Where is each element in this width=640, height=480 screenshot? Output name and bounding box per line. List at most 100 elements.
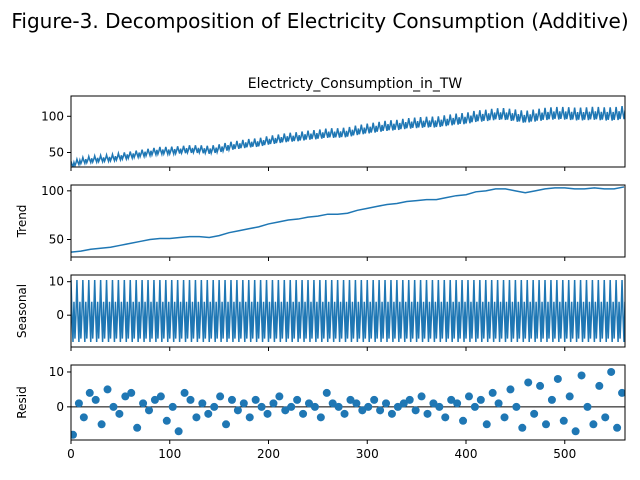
resid-point (168, 402, 177, 411)
resid-point (589, 420, 598, 429)
resid-point (459, 416, 468, 425)
resid-point (115, 409, 124, 418)
resid-point (334, 402, 343, 411)
resid-point (210, 402, 219, 411)
resid-point (387, 409, 396, 418)
resid-point (322, 388, 331, 397)
y-tick-label: 50 (49, 232, 64, 246)
resid-point (127, 388, 136, 397)
axes-frame-4 (70, 364, 626, 441)
x-tick-label: 200 (257, 447, 280, 461)
resid-point (441, 413, 450, 422)
seasonal-line (71, 279, 625, 343)
plot-area-3 (71, 279, 625, 343)
x-tick-label: 500 (553, 447, 576, 461)
panel-3: 0 10 Seasonal (15, 274, 626, 351)
resid-point (512, 402, 521, 411)
resid-point (482, 420, 491, 429)
y-tick-label: 100 (41, 109, 64, 123)
panel-2: 50 100 Trend (15, 184, 626, 261)
resid-point (488, 388, 497, 397)
resid-point (139, 399, 148, 408)
resid-point (435, 402, 444, 411)
resid-point (595, 381, 604, 390)
resid-point (91, 395, 100, 404)
y-tick-label: 10 (49, 275, 64, 289)
resid-point (257, 402, 266, 411)
resid-point (281, 406, 290, 415)
resid-point (239, 399, 248, 408)
resid-point (494, 399, 503, 408)
observed-line (71, 105, 625, 167)
resid-point (245, 413, 254, 422)
resid-point (547, 395, 556, 404)
y-axis-label: Seasonal (15, 284, 29, 338)
resid-point (399, 399, 408, 408)
resid-point (506, 385, 515, 394)
plot-area-2 (71, 186, 625, 253)
axes-frame-1 (70, 95, 626, 168)
resid-point (453, 399, 462, 408)
resid-point (156, 392, 165, 401)
resid-point (340, 409, 349, 418)
resid-point (109, 402, 118, 411)
resid-point (583, 402, 592, 411)
resid-point (133, 423, 142, 432)
resid-point (222, 420, 231, 429)
resid-point (198, 399, 207, 408)
resid-point (293, 395, 302, 404)
resid-point (411, 406, 420, 415)
resid-point (316, 413, 325, 422)
resid-point (470, 402, 479, 411)
y-tick-label: 0 (56, 308, 64, 322)
resid-point (358, 406, 367, 415)
resid-point (476, 395, 485, 404)
resid-point (530, 409, 539, 418)
y-axis-label: Trend (15, 205, 29, 239)
resid-point (162, 416, 171, 425)
resid-point (393, 402, 402, 411)
resid-point (429, 399, 438, 408)
resid-point (364, 402, 373, 411)
resid-point (423, 409, 432, 418)
resid-point (376, 406, 385, 415)
resid-point (145, 406, 154, 415)
plot-area-1 (71, 105, 625, 167)
trend-line (71, 186, 625, 253)
resid-point (121, 392, 130, 401)
resid-point (328, 399, 337, 408)
x-tick-label: 100 (158, 447, 181, 461)
resid-point (85, 388, 94, 397)
resid-point (233, 406, 242, 415)
resid-point (287, 402, 296, 411)
resid-point (571, 427, 580, 436)
resid-point (74, 399, 83, 408)
y-tick-label: 50 (49, 146, 64, 160)
resid-point (174, 427, 183, 436)
resid-point (352, 399, 361, 408)
resid-point (618, 388, 625, 397)
resid-point (204, 409, 213, 418)
resid-point (417, 392, 426, 401)
resid-point (601, 413, 610, 422)
resid-point (299, 409, 308, 418)
x-tick-label: 0 (67, 447, 75, 461)
resid-point (346, 395, 355, 404)
resid-point (180, 388, 189, 397)
resid-point (103, 385, 112, 394)
resid-point (370, 395, 379, 404)
y-tick-label: 100 (41, 184, 64, 198)
resid-point (275, 392, 284, 401)
panels-group: 50100Electricty_Consumption_in_TW50100Tr… (15, 76, 626, 461)
resid-point (500, 413, 509, 422)
x-tick-label: 400 (455, 447, 478, 461)
resid-point (613, 423, 622, 432)
y-axis-label: Resid (15, 386, 29, 418)
axes-frame-3 (70, 274, 626, 348)
resid-point (310, 402, 319, 411)
resid-point (263, 409, 272, 418)
resid-point (542, 420, 550, 429)
resid-point (269, 399, 278, 408)
x-tick-label: 300 (356, 447, 379, 461)
